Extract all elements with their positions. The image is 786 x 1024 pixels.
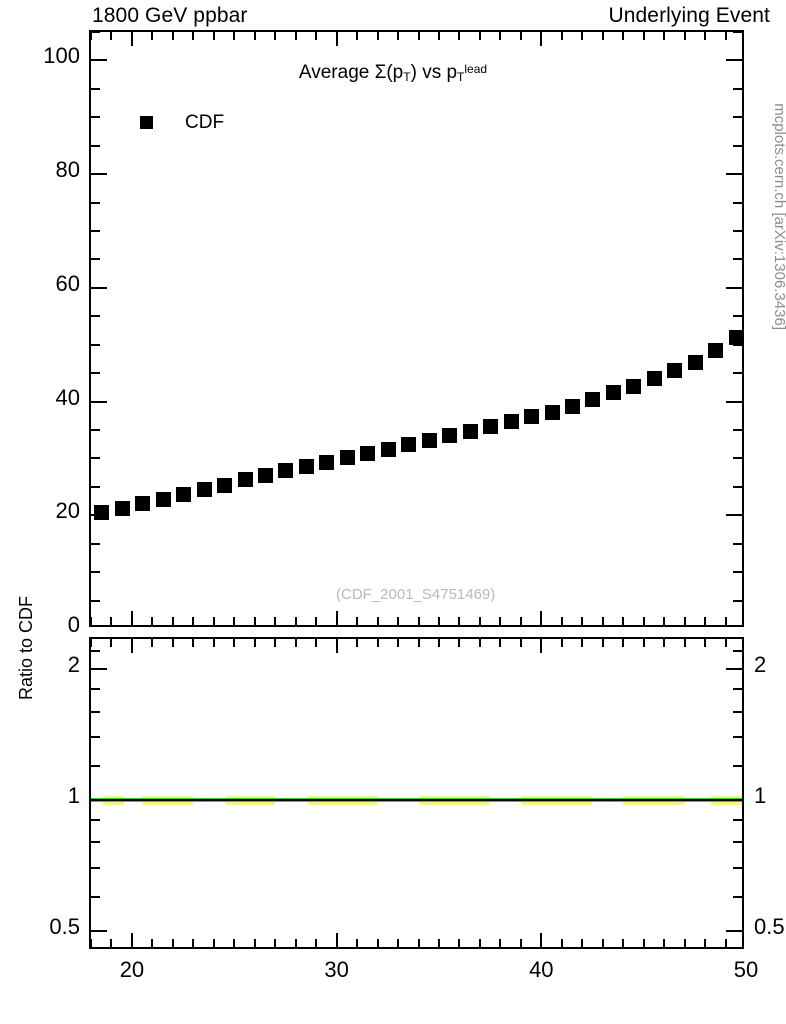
- data-point-marker: [196, 482, 212, 498]
- data-point-marker: [298, 459, 314, 475]
- data-point-marker: [94, 505, 110, 521]
- data-point-marker: [237, 472, 253, 488]
- title-sub-2: T: [457, 70, 465, 84]
- data-point-marker: [401, 436, 417, 452]
- main-y-tick-label: 0: [67, 612, 80, 637]
- title-mid: ) vs p: [410, 62, 458, 83]
- ratio-y-tick-label-right: 1: [754, 783, 767, 809]
- ratio-plot-panel: [89, 637, 744, 949]
- header-right-label: Underlying Event: [608, 4, 770, 27]
- data-point-marker: [524, 409, 540, 425]
- legend-marker-swatch: [140, 116, 153, 129]
- data-point-marker: [667, 363, 683, 379]
- data-point-marker: [380, 441, 396, 457]
- data-point-marker: [687, 354, 703, 370]
- data-point-marker: [585, 391, 601, 407]
- data-point-marker: [483, 419, 499, 435]
- main-y-tick-label: 60: [55, 270, 80, 296]
- data-point-marker: [462, 423, 478, 439]
- x-tick-label: 20: [119, 957, 145, 982]
- data-point-marker: [565, 398, 581, 414]
- plot-title: Average Σ(pT) vs pTlead: [0, 62, 786, 84]
- data-point-marker: [114, 500, 130, 516]
- data-point-marker: [605, 384, 621, 400]
- main-plot-panel: [89, 30, 744, 627]
- ratio-y-tick-label-right: 0.5: [754, 914, 785, 940]
- data-point-marker: [176, 486, 192, 502]
- data-point-marker: [155, 491, 171, 507]
- ratio-y-tick-label: 1: [67, 783, 80, 809]
- data-point-marker: [728, 330, 742, 346]
- dataset-watermark: (CDF_2001_S4751469): [336, 586, 496, 603]
- ratio-y-tick-label: 2: [67, 652, 80, 678]
- data-point-marker: [544, 404, 560, 420]
- x-tick-label: 50: [733, 957, 759, 982]
- title-sup: lead: [464, 62, 488, 76]
- x-tick-label: 30: [324, 957, 349, 982]
- data-point-marker: [339, 450, 355, 466]
- data-point-marker: [278, 463, 294, 479]
- x-tick-label: 40: [529, 957, 554, 982]
- data-point-marker: [708, 343, 724, 359]
- title-pre: Average Σ(p: [298, 62, 404, 83]
- main-y-tick-label: 20: [55, 498, 80, 524]
- main-y-tick-label: 80: [55, 157, 80, 183]
- data-point-marker: [257, 468, 273, 484]
- data-point-marker: [646, 371, 662, 387]
- data-point-marker: [319, 454, 335, 470]
- data-point-marker: [421, 432, 437, 448]
- data-point-marker: [442, 428, 458, 444]
- source-credit-label: mcplots.cern.ch [arXiv:1306.3436]: [771, 103, 786, 330]
- data-point-marker: [626, 378, 642, 394]
- data-point-marker: [217, 477, 233, 493]
- ratio-y-tick-label: 0.5: [49, 914, 80, 940]
- ratio-axis-label: Ratio to CDF: [16, 595, 36, 700]
- data-point-marker: [503, 414, 519, 430]
- data-point-marker: [360, 445, 376, 461]
- legend-entry-label: CDF: [185, 112, 225, 133]
- title-sub-1: T: [403, 70, 411, 84]
- data-point-marker: [135, 495, 151, 511]
- main-y-tick-label: 40: [55, 384, 80, 410]
- ratio-y-tick-label-right: 2: [754, 652, 767, 678]
- ratio-reference-line: [91, 799, 742, 802]
- header-left-label: 1800 GeV ppbar: [92, 4, 248, 27]
